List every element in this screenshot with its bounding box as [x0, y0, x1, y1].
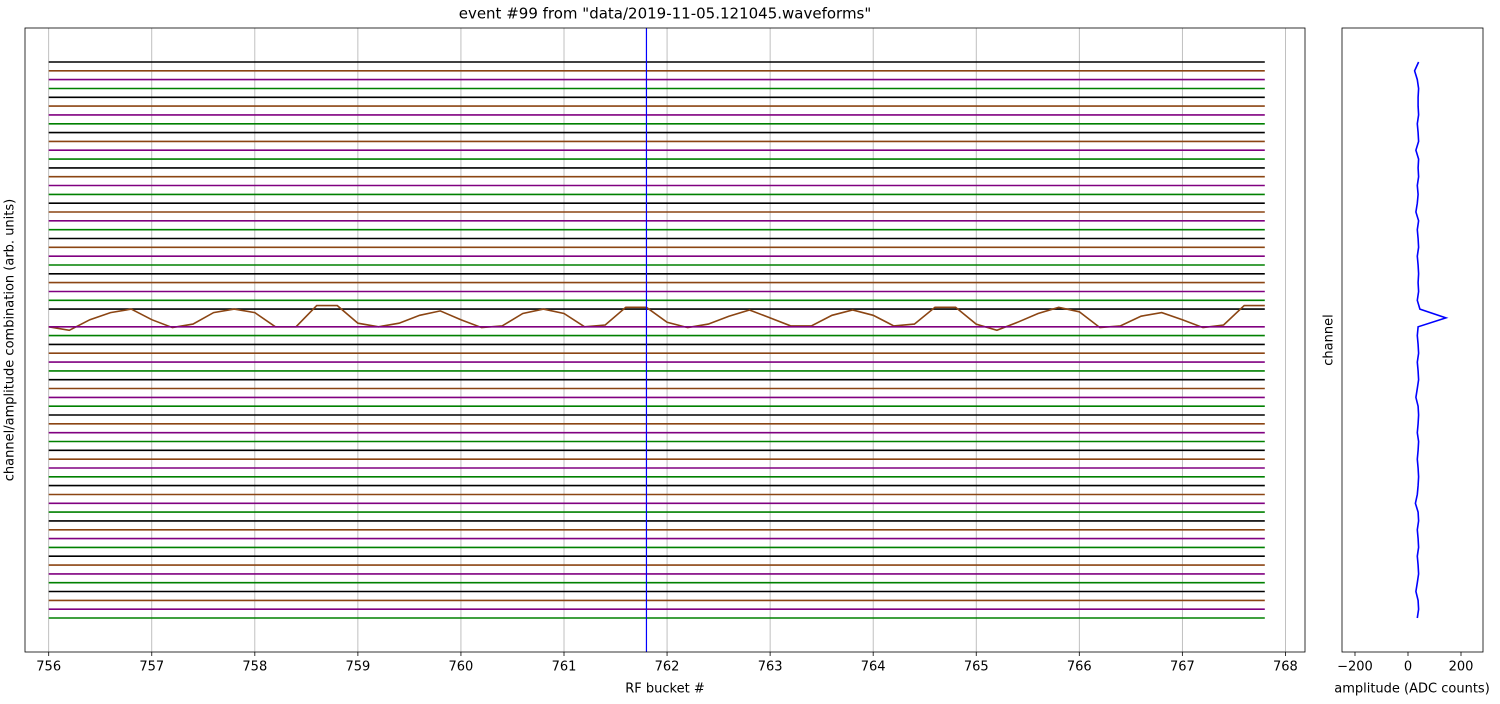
chart-title: event #99 from "data/2019-11-05.121045.w…	[459, 5, 872, 23]
x-tick-label: 767	[1170, 660, 1195, 675]
trace	[48, 304, 1265, 332]
x-tick-label: 762	[655, 660, 680, 675]
x-tick-label: 763	[758, 660, 783, 675]
amplitude-profile	[1413, 61, 1449, 619]
x-tick-label: 768	[1273, 660, 1298, 675]
x-axis-label: amplitude (ADC counts)	[1334, 682, 1490, 697]
axes-frame	[24, 27, 1306, 653]
x-axis-label: RF bucket #	[625, 682, 704, 697]
x-tick-label: 760	[449, 660, 474, 675]
y-axis-label: channel	[1322, 314, 1337, 365]
x-tick-label: 761	[552, 660, 577, 675]
x-tick-label: 0	[1404, 660, 1412, 675]
x-tick-label: 756	[36, 660, 61, 675]
x-tick-label: −200	[1337, 660, 1373, 675]
x-tick-label: 758	[242, 660, 267, 675]
x-tick-label: 200	[1449, 660, 1474, 675]
axes-frame	[1341, 27, 1484, 653]
x-tick-label: 759	[345, 660, 370, 675]
x-tick-label: 765	[964, 660, 989, 675]
x-tick-label: 764	[861, 660, 886, 675]
x-tick-label: 757	[139, 660, 164, 675]
x-tick-label: 766	[1067, 660, 1092, 675]
y-axis-label: channel/amplitude combination (arb. unit…	[3, 199, 18, 481]
